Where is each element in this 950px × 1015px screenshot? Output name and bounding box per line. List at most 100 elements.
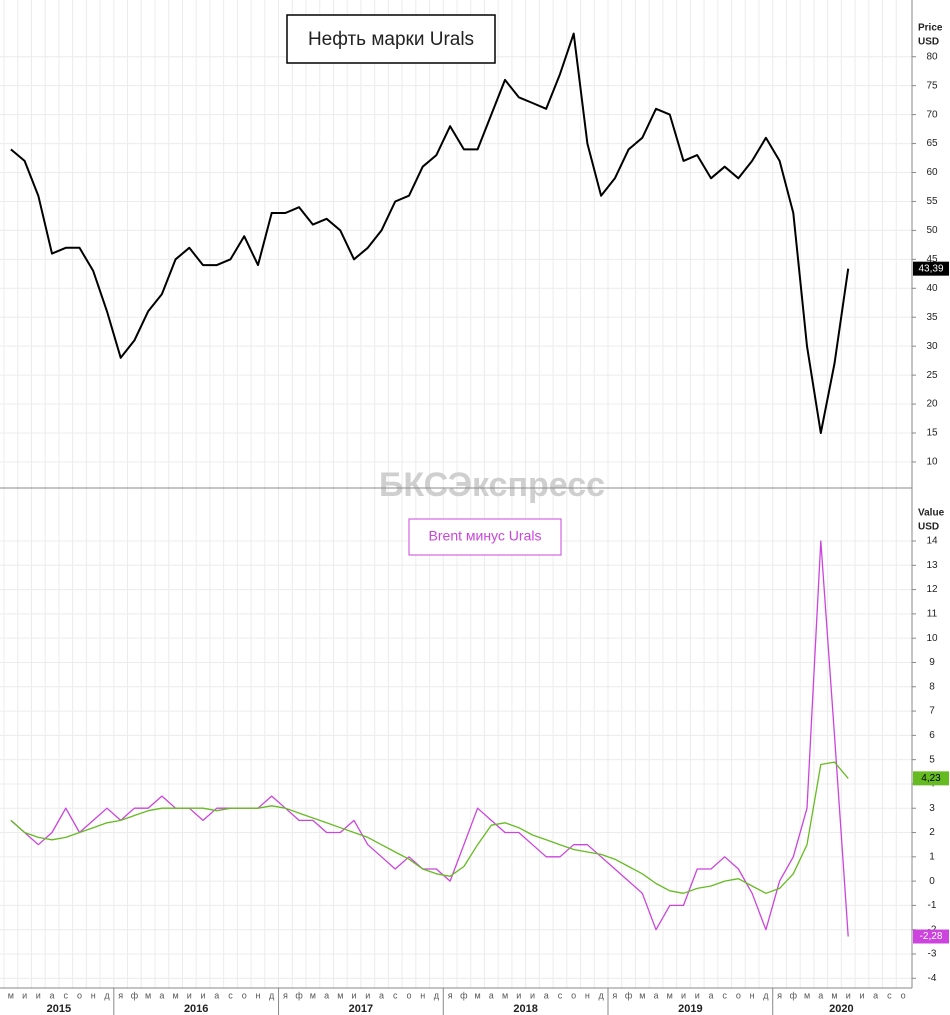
y-tick-label: 10 <box>926 633 938 644</box>
watermark: БКСЭкспресс <box>379 466 605 504</box>
y-tick-label: 15 <box>926 428 938 439</box>
y-tick-label: 55 <box>926 196 938 207</box>
x-tick-label: и <box>681 990 686 1000</box>
x-tick-label: м <box>502 990 508 1000</box>
title-box <box>286 14 496 64</box>
x-tick-label: с <box>228 990 233 1000</box>
x-tick-label: а <box>379 990 384 1000</box>
x-tick-label: ф <box>460 990 468 1000</box>
y-tick-label: -3 <box>928 949 937 960</box>
x-tick-label: и <box>36 990 41 1000</box>
y-tick-label: 45 <box>926 254 938 265</box>
x-tick-label: а <box>50 990 55 1000</box>
axis-label: USD <box>918 37 939 48</box>
chart-title: Brent минус Urals <box>429 528 542 544</box>
x-tick-label: о <box>77 990 82 1000</box>
x-tick-label: н <box>255 990 260 1000</box>
series-line <box>10 761 849 894</box>
y-tick-label: 50 <box>926 225 938 236</box>
y-tick-label: 80 <box>926 51 938 62</box>
x-tick-label: н <box>585 990 590 1000</box>
axis-label: USD <box>918 522 939 533</box>
x-tick-label: и <box>352 990 357 1000</box>
series-line <box>10 32 850 434</box>
x-tick-label: м <box>310 990 316 1000</box>
y-tick-label: 1 <box>929 851 935 862</box>
y-tick-label: 25 <box>926 370 938 381</box>
series-line <box>10 540 849 937</box>
x-tick-label: о <box>736 990 741 1000</box>
x-tick-label: я <box>777 990 782 1000</box>
x-tick-label: н <box>91 990 96 1000</box>
x-tick-label: я <box>283 990 288 1000</box>
x-tick-label: ф <box>295 990 303 1000</box>
y-tick-label: 14 <box>926 536 938 547</box>
year-label: 2017 <box>349 1003 373 1015</box>
x-tick-label: м <box>474 990 480 1000</box>
x-tick-label: н <box>750 990 755 1000</box>
x-tick-label: м <box>145 990 151 1000</box>
y-tick-label: 75 <box>926 80 938 91</box>
y-tick-label: 40 <box>926 283 938 294</box>
x-tick-label: я <box>612 990 617 1000</box>
x-tick-label: с <box>558 990 563 1000</box>
y-tick-label: 20 <box>926 399 938 410</box>
year-label: 2020 <box>829 1003 853 1015</box>
x-tick-label: м <box>667 990 673 1000</box>
x-tick-label: м <box>8 990 14 1000</box>
x-tick-label: о <box>571 990 576 1000</box>
y-tick-label: 9 <box>929 657 935 668</box>
x-tick-label: и <box>846 990 851 1000</box>
value-label-box <box>913 771 949 786</box>
axis-label: Value <box>918 508 945 519</box>
x-tick-label: о <box>406 990 411 1000</box>
grid <box>0 0 912 988</box>
y-tick-label: 3 <box>929 803 935 814</box>
x-tick-label: м <box>639 990 645 1000</box>
y-tick-label: 8 <box>929 681 935 692</box>
x-tick-label: ф <box>131 990 139 1000</box>
x-tick-label: а <box>818 990 823 1000</box>
y-tick-label: 12 <box>926 584 938 595</box>
value-label-box <box>913 929 949 944</box>
x-tick-label: и <box>365 990 370 1000</box>
x-tick-label: с <box>64 990 69 1000</box>
x-tick-label: а <box>159 990 164 1000</box>
x-tick-label: с <box>722 990 727 1000</box>
year-label: 2015 <box>47 1003 71 1015</box>
x-tick-label: м <box>172 990 178 1000</box>
x-tick-label: и <box>187 990 192 1000</box>
y-tick-label: 65 <box>926 138 938 149</box>
x-tick-label: и <box>859 990 864 1000</box>
y-tick-label: 60 <box>926 167 938 178</box>
x-tick-label: и <box>695 990 700 1000</box>
x-tick-label: м <box>337 990 343 1000</box>
y-tick-label: 35 <box>926 312 938 323</box>
y-tick-label: 7 <box>929 706 935 717</box>
x-tick-label: д <box>104 990 110 1000</box>
x-tick-label: и <box>22 990 27 1000</box>
y-tick-label: -4 <box>928 973 937 984</box>
y-tick-label: 13 <box>926 560 938 571</box>
x-tick-label: н <box>420 990 425 1000</box>
x-tick-label: д <box>763 990 769 1000</box>
x-tick-label: я <box>118 990 123 1000</box>
value-label-box <box>913 261 949 276</box>
y-tick-label: 30 <box>926 341 938 352</box>
year-label: 2018 <box>513 1003 537 1015</box>
x-tick-label: д <box>269 990 275 1000</box>
year-label: 2019 <box>678 1003 702 1015</box>
y-tick-label: 11 <box>927 609 938 620</box>
marks <box>10 32 850 937</box>
x-tick-label: о <box>901 990 906 1000</box>
y-tick-label: -1 <box>928 900 937 911</box>
y-tick-label: 2 <box>929 827 935 838</box>
x-tick-label: с <box>393 990 398 1000</box>
x-tick-label: а <box>214 990 219 1000</box>
axis-label: Price <box>918 23 943 34</box>
x-tick-label: с <box>887 990 892 1000</box>
x-tick-label: ф <box>790 990 798 1000</box>
title-box <box>408 518 562 556</box>
value-label: -2,28 <box>920 931 943 942</box>
